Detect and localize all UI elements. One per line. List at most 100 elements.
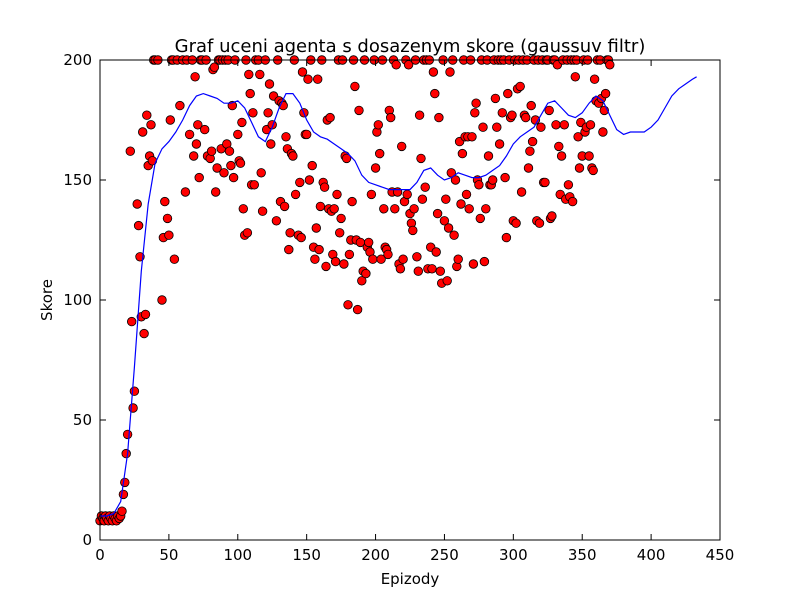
data-point [139,328,149,339]
data-point [403,60,414,70]
data-point [585,120,596,130]
chart-title: Graf uceni agenta s dosazenym skore (gau… [175,36,646,57]
data-point [427,264,437,274]
data-point [434,112,444,123]
x-tick-label: 250 [430,546,459,564]
data-point [341,153,352,164]
data-point [417,194,428,204]
data-point [137,127,148,137]
scatter-layer [95,55,615,526]
data-point [488,175,498,185]
data-point [242,228,253,238]
data-point [118,489,129,500]
data-point [442,276,452,286]
data-point [281,132,291,142]
data-point [146,120,156,130]
data-point [598,127,608,137]
x-tick-label: 450 [706,546,735,564]
data-point [432,208,443,219]
data-point [494,139,505,149]
data-point [368,254,378,264]
data-point [343,300,353,310]
data-point [228,172,239,183]
data-point [370,163,381,173]
data-point [160,196,170,207]
data-point [478,122,488,132]
data-point [492,122,502,132]
data-point [413,266,424,276]
y-tick-label: 200 [63,51,92,69]
data-point [416,153,426,164]
data-point [157,295,167,305]
data-point [361,268,371,279]
data-point [521,112,531,123]
data-point [175,100,185,111]
data-point [457,148,468,159]
data-point [408,225,418,236]
x-tick-label: 100 [223,546,252,564]
data-point [397,141,407,152]
data-point [352,304,363,315]
data-point [441,194,451,204]
x-tick-label: 300 [499,546,528,564]
data-point [559,120,570,130]
data-point [321,261,331,272]
y-tick-label: 100 [63,291,92,309]
data-point [210,187,221,197]
x-tick-label: 200 [361,546,390,564]
data-point [255,69,265,80]
data-point [314,244,324,255]
data-point [162,213,173,224]
data-point [500,172,510,183]
data-point [126,316,137,327]
data-point [133,220,144,231]
data-point [125,146,136,156]
data-point [329,204,339,214]
data-point [573,132,583,142]
data-point [165,115,176,125]
data-point [199,124,210,135]
data-point [461,189,472,200]
data-point [483,151,494,161]
data-point [233,129,243,140]
data-point [140,309,151,320]
data-point [295,177,305,188]
data-point [563,180,574,190]
data-point [347,196,357,207]
data-point [288,151,298,161]
data-point [412,252,422,262]
data-point [235,158,246,168]
x-tick-label: 50 [159,546,178,564]
data-point [464,204,474,214]
data-point [373,120,384,130]
data-point [390,204,400,214]
data-point [297,67,308,77]
y-tick-label: 50 [73,411,92,429]
data-point [536,122,546,132]
data-point [428,67,439,77]
data-point [366,189,377,200]
data-point [244,69,254,80]
data-point [266,139,276,149]
data-point [325,112,335,123]
data-point [398,254,408,264]
data-point [497,108,508,118]
data-point [526,100,536,111]
data-point [117,506,127,516]
data-point [290,189,301,200]
data-point [376,254,386,264]
data-point [184,129,195,140]
data-point [180,187,191,197]
data-point [296,232,306,243]
data-point [511,218,521,228]
data-point [431,247,441,257]
data-point [364,237,374,248]
data-point [226,160,236,171]
data-point [600,88,611,99]
data-point [395,264,406,274]
data-point [279,201,290,212]
data-point [350,81,360,92]
data-point [354,105,364,116]
